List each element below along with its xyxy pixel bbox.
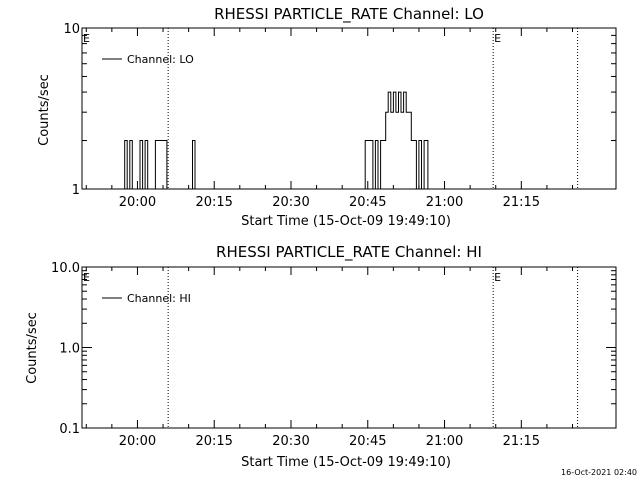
event-label: E <box>83 32 90 45</box>
event-label: E <box>494 271 501 284</box>
x-tick-label: 20:15 <box>195 195 232 210</box>
x-tick-label: 21:00 <box>426 434 463 449</box>
x-tick-label: 20:45 <box>349 434 386 449</box>
legend-label-hi: Channel: HI <box>127 292 191 305</box>
legend-lo: Channel: LO <box>102 53 194 66</box>
legend-hi: Channel: HI <box>102 292 191 305</box>
x-tick-label: 21:15 <box>503 195 540 210</box>
event-label: E <box>494 32 501 45</box>
x-tick-label: 20:00 <box>119 195 156 210</box>
y-tick-labels-lo: 10 1 <box>63 22 80 198</box>
event-label: E <box>83 271 90 284</box>
y-tick-label: 0.1 <box>59 422 80 437</box>
x-tick-label: 20:45 <box>349 195 386 210</box>
x-tick-label: 21:00 <box>426 195 463 210</box>
legend-label-lo: Channel: LO <box>127 53 194 66</box>
x-axis-label-lo: Start Time (15-Oct-09 19:49:10) <box>241 214 451 229</box>
y-tick-labels-hi: 10.0 1.0 0.1 <box>51 261 80 437</box>
y-axis-label-hi: Counts/sec <box>25 312 40 384</box>
series-lo <box>82 91 616 190</box>
x-tick-label: 20:00 <box>119 434 156 449</box>
x-tick-label: 20:15 <box>195 434 232 449</box>
y-axis-label-lo: Counts/sec <box>37 74 52 146</box>
x-tick-label: 21:15 <box>503 434 540 449</box>
x-tick-labels-hi: 20:00 20:15 20:30 20:45 21:00 21:15 <box>119 434 540 449</box>
x-axis-label-hi: Start Time (15-Oct-09 19:49:10) <box>241 455 451 470</box>
x-tick-label: 20:30 <box>272 195 309 210</box>
y-tick-label: 10 <box>63 22 80 37</box>
x-tick-labels-lo: 20:00 20:15 20:30 20:45 21:00 21:15 <box>119 195 540 210</box>
x-tick-label: 20:30 <box>272 434 309 449</box>
footer-timestamp: 16-Oct-2021 02:40 <box>561 468 637 477</box>
y-tick-label: 10.0 <box>51 261 80 276</box>
y-tick-label: 1 <box>72 183 80 198</box>
series-line <box>82 91 616 190</box>
axis-ticks-hi <box>82 266 616 429</box>
chart-title-lo: RHESSI PARTICLE_RATE Channel: LO <box>214 5 484 24</box>
y-tick-label: 1.0 <box>59 342 80 357</box>
chart-title-hi: RHESSI PARTICLE_RATE Channel: HI <box>216 243 482 262</box>
